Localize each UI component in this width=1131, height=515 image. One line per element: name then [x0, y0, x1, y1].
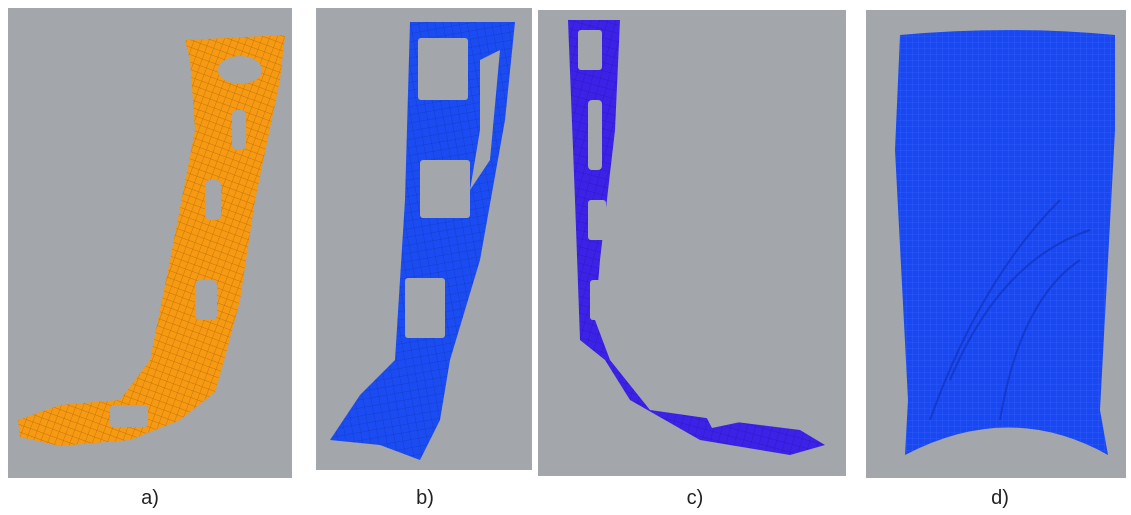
cutout	[588, 200, 606, 240]
panel-label: b)	[416, 487, 434, 509]
orthosis-model	[18, 35, 285, 446]
panel-label: c)	[687, 487, 704, 509]
surface-curves	[929, 199, 1091, 421]
cutout	[578, 30, 602, 70]
cutout	[470, 50, 500, 190]
cutout	[588, 100, 602, 170]
cutouts	[578, 30, 750, 428]
cutout	[110, 405, 148, 427]
cutout	[218, 56, 262, 84]
cutout	[232, 110, 246, 150]
orthosis-model	[895, 30, 1115, 455]
cutout	[700, 395, 750, 428]
cutout	[590, 280, 602, 320]
cutout	[405, 278, 445, 338]
orthosis-model	[330, 22, 515, 460]
panel-label: d)	[991, 487, 1009, 509]
cutout	[205, 180, 221, 220]
cutouts	[405, 38, 500, 338]
cutout	[195, 280, 217, 320]
cutouts	[110, 56, 262, 427]
panel-label: a)	[141, 487, 159, 509]
cutout	[420, 160, 470, 218]
panel-labels: a) b) c) d)	[141, 487, 1009, 509]
cutout	[418, 38, 468, 100]
